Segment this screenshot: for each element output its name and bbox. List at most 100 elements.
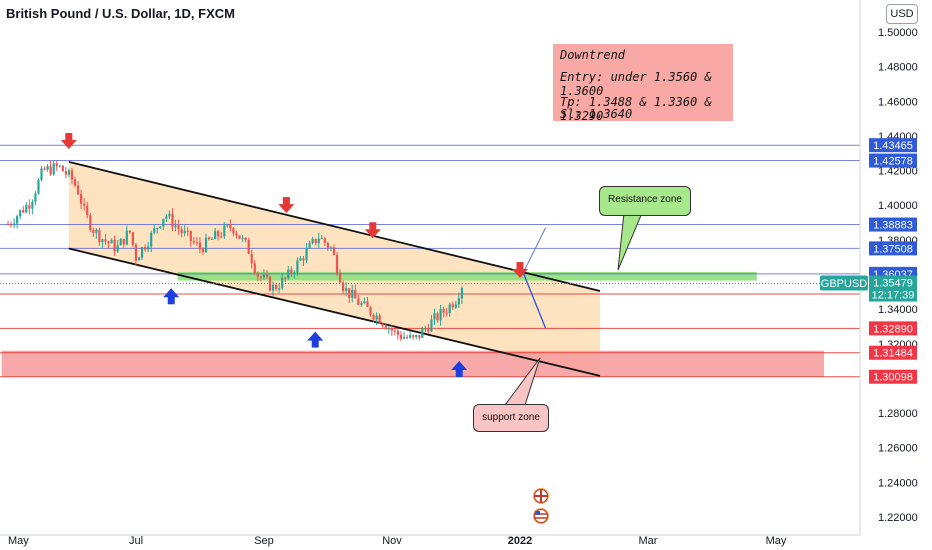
x-tick-label: Jul bbox=[129, 535, 143, 547]
candle-body bbox=[125, 230, 128, 245]
candle-body bbox=[445, 312, 448, 314]
candle-body bbox=[204, 237, 208, 253]
channel-fill bbox=[68, 161, 601, 376]
candle-body bbox=[399, 334, 403, 339]
candle-body bbox=[229, 224, 232, 229]
candle-body bbox=[162, 218, 165, 227]
candle-body bbox=[70, 170, 74, 180]
candle-body bbox=[83, 203, 86, 206]
candle-body bbox=[58, 165, 61, 167]
candle-body bbox=[9, 224, 13, 226]
candle-body bbox=[259, 276, 262, 278]
candle-body bbox=[31, 201, 34, 209]
candle-body bbox=[451, 304, 454, 308]
level-price-tag: 1.42578 bbox=[869, 153, 917, 168]
buy-arrow-icon bbox=[451, 361, 468, 378]
note-line-trend: Downtrend bbox=[560, 48, 626, 62]
candle-body bbox=[369, 306, 372, 315]
x-tick-label: Nov bbox=[382, 535, 402, 547]
chart-title: British Pound / U.S. Dollar, 1D, FXCM bbox=[6, 6, 235, 21]
candle-body bbox=[448, 304, 451, 314]
candle-body bbox=[396, 330, 400, 335]
svg-text:1.42578: 1.42578 bbox=[873, 156, 913, 168]
symbol-tag: GBPUSD bbox=[820, 275, 868, 291]
candle-body bbox=[207, 237, 211, 240]
y-tick-label: 1.24000 bbox=[878, 477, 918, 489]
candle-body bbox=[128, 230, 131, 233]
candle-body bbox=[238, 235, 241, 239]
candle-body bbox=[287, 269, 290, 278]
candle-body bbox=[332, 247, 336, 256]
candle-body bbox=[345, 288, 348, 291]
candle-body bbox=[421, 328, 424, 338]
candle-body bbox=[442, 308, 445, 313]
candle-body bbox=[86, 205, 89, 216]
candle-body bbox=[226, 224, 229, 226]
candle-body bbox=[302, 258, 305, 261]
candle-body bbox=[137, 257, 141, 261]
candle-body bbox=[393, 330, 396, 332]
candle-body bbox=[348, 288, 351, 298]
resistance-zone-callout: Resistance zone bbox=[599, 186, 691, 216]
note-line-entry: Entry: under 1.3560 & 1.3600 bbox=[560, 70, 712, 98]
candle-body bbox=[177, 225, 180, 230]
sell-arrow-icon bbox=[512, 262, 528, 279]
candle-body bbox=[433, 313, 436, 320]
x-tick-label: 2022 bbox=[508, 535, 532, 547]
candle-body bbox=[366, 301, 369, 307]
candle-body bbox=[284, 277, 287, 279]
candle-body bbox=[76, 185, 80, 195]
candle-body bbox=[305, 248, 308, 261]
candle-body bbox=[241, 237, 244, 239]
candle-body bbox=[405, 337, 409, 339]
candle-body bbox=[55, 163, 58, 167]
candle-body bbox=[104, 239, 107, 242]
candle-body bbox=[22, 209, 25, 213]
candle-body bbox=[311, 238, 314, 244]
svg-text:1.35479: 1.35479 bbox=[873, 278, 913, 290]
sell-arrow-icon bbox=[278, 197, 295, 214]
sell-arrow-icon bbox=[60, 132, 77, 149]
y-tick-label: 1.26000 bbox=[878, 443, 918, 455]
note-line-sl: Sl: 1.3640 bbox=[560, 107, 633, 121]
candle-body bbox=[412, 335, 415, 337]
candle-body bbox=[165, 216, 168, 219]
candle-body bbox=[390, 328, 393, 331]
candle-body bbox=[122, 238, 125, 245]
candle-body bbox=[424, 328, 427, 330]
candle-body bbox=[320, 238, 323, 240]
resistance-pointer bbox=[617, 212, 643, 271]
support-zone-callout: support zone bbox=[473, 404, 549, 432]
candle-body bbox=[457, 298, 460, 305]
candle-body bbox=[37, 179, 40, 194]
level-price-tag: 1.43465 bbox=[869, 138, 917, 153]
currency-button[interactable]: USD bbox=[886, 4, 918, 24]
candle-body bbox=[153, 228, 156, 233]
candle-body bbox=[40, 168, 43, 180]
svg-text:1.30098: 1.30098 bbox=[873, 372, 913, 384]
svg-text:1.31484: 1.31484 bbox=[873, 348, 913, 360]
channel-lower-line bbox=[68, 247, 601, 377]
candle-body bbox=[402, 337, 406, 339]
candle-body bbox=[220, 236, 223, 238]
candle-body bbox=[271, 284, 275, 291]
candle-body bbox=[296, 260, 299, 273]
candle-body bbox=[12, 223, 16, 225]
candle-body bbox=[281, 277, 284, 289]
buy-arrow-icon bbox=[307, 331, 324, 348]
y-tick-label: 1.22000 bbox=[878, 512, 918, 524]
candle-body bbox=[171, 213, 174, 228]
candle-body bbox=[143, 247, 147, 250]
candle-body bbox=[16, 216, 19, 224]
x-tick-label: Mar bbox=[639, 535, 658, 547]
y-tick-label: 1.28000 bbox=[878, 408, 918, 420]
candle-body bbox=[247, 239, 250, 254]
candle-body bbox=[186, 230, 189, 232]
candle-body bbox=[384, 325, 387, 330]
candle-body bbox=[290, 269, 293, 274]
candle-body bbox=[61, 165, 64, 172]
candle-body bbox=[43, 168, 46, 170]
x-tick-label: May bbox=[8, 535, 29, 547]
candle-body bbox=[92, 229, 95, 233]
